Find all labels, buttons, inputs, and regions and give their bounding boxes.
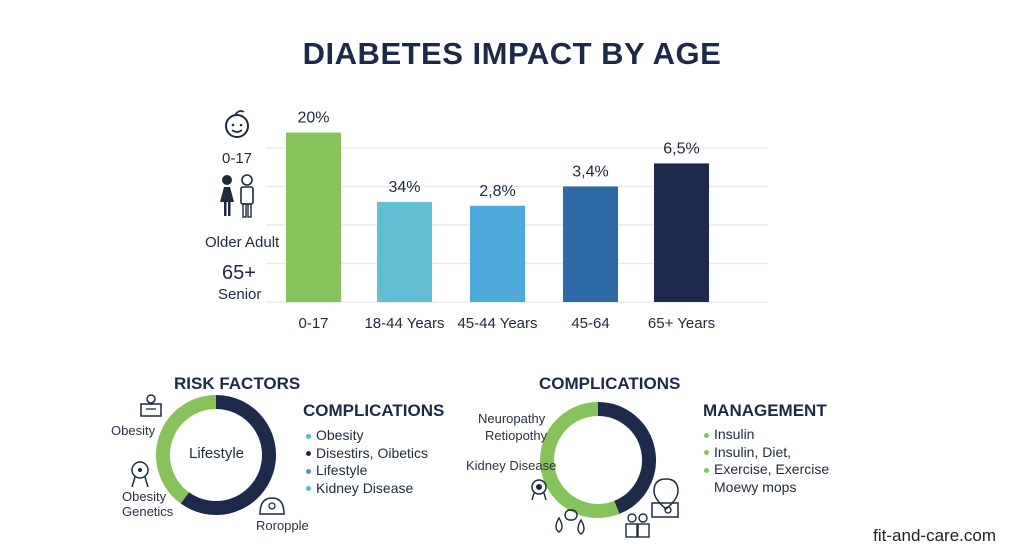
doctors-icon: [623, 511, 653, 544]
kidney-icon: [528, 478, 550, 507]
donut-2-slice-0: [597, 402, 656, 514]
child-face-icon: [222, 108, 252, 145]
bullet-icon: [306, 433, 311, 439]
x-tick-label: 65+ Years: [648, 315, 715, 332]
bar-4: [654, 163, 709, 302]
side-label-senior: Senior: [218, 286, 262, 303]
risk-label-roropple: Roropple: [256, 518, 309, 533]
x-tick-label: 18-44 Years: [364, 315, 444, 332]
data-label: 2,8%: [479, 183, 515, 200]
side-label-child: 0-17: [222, 150, 253, 167]
page-title: DIABETES IMPACT BY AGE: [302, 36, 722, 71]
obesity-icon: [136, 393, 166, 424]
bullet-icon: [704, 432, 709, 438]
management-list: Insulin Insulin, Diet, Exercise, Exercis…: [704, 426, 829, 496]
x-tick-label: 45-64: [571, 315, 609, 332]
bar-3: [563, 186, 618, 302]
list-item: Moewy mops: [714, 478, 797, 495]
complications-title: COMPLICATIONS: [539, 374, 681, 393]
management-title: MANAGEMENT: [703, 401, 827, 420]
risk-label-obesity: Obesity: [111, 423, 156, 438]
data-label: 6,5%: [663, 140, 699, 157]
complications-list: Obesity Disestirs, Oibetics Lifestyle Ki…: [306, 427, 428, 497]
complications-list-title: COMPLICATIONS: [303, 401, 445, 420]
donut-1-slice-0: [180, 395, 276, 515]
data-label: 20%: [297, 110, 329, 127]
list-item: Obesity: [306, 427, 428, 445]
lifestyle-icon: [256, 492, 292, 523]
comp-label-retinopathy: Retiopothy: [485, 428, 548, 443]
data-label: 34%: [388, 179, 420, 196]
bullet-icon: [306, 451, 311, 457]
list-item: Disestirs, Oibetics: [306, 445, 428, 463]
donut-2-slice-1: [540, 402, 620, 518]
comp-label-neuropathy: Neuropathy: [478, 411, 546, 426]
bar-1: [377, 201, 432, 302]
drops-icon: [551, 508, 591, 543]
bullet-icon: [704, 450, 709, 456]
donut-1-slice-1: [156, 395, 217, 504]
site-watermark: fit-and-care.com: [873, 526, 996, 545]
data-label: 3,4%: [572, 164, 608, 181]
bullet-icon: [704, 467, 709, 473]
list-item: Insulin: [704, 426, 829, 444]
location-scale-icon: [648, 477, 684, 528]
x-tick-label: 0-17: [298, 315, 328, 332]
bar-2: [470, 205, 525, 302]
bar-0: [286, 132, 341, 302]
bullet-icon: [306, 468, 311, 474]
donut-center-label: Lifestyle: [189, 445, 245, 462]
risk-label-genetics: Obesity Genetics: [122, 489, 174, 519]
risk-factors-title: RISK FACTORS: [174, 374, 301, 393]
list-item: Insulin, Diet,: [704, 444, 829, 462]
side-label-senior-num: 65+: [222, 262, 256, 284]
side-label-older-adult: Older Adult: [205, 234, 280, 251]
list-item: Lifestyle: [306, 462, 428, 480]
adults-icon: [215, 172, 261, 229]
comp-label-kidney: Kidney Disease: [466, 458, 557, 473]
genetics-icon: [128, 460, 154, 495]
bullet-icon: [306, 486, 311, 492]
list-item: Exercise, Exercise: [704, 461, 829, 479]
x-tick-label: 45-44 Years: [457, 315, 537, 332]
list-item: Kidney Disease: [306, 480, 428, 498]
